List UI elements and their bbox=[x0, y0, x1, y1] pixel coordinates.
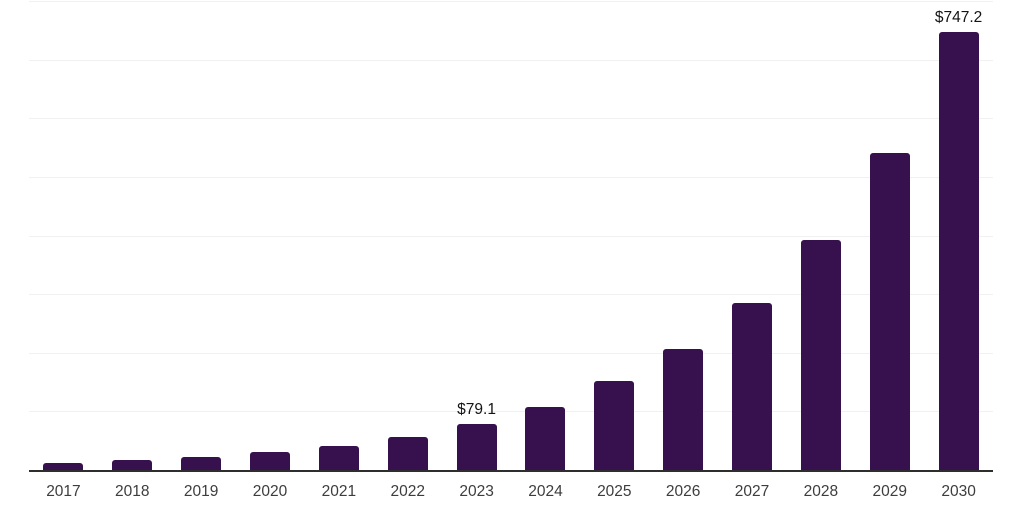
x-tick-label: 2030 bbox=[941, 483, 976, 500]
x-tick-label: 2029 bbox=[872, 483, 907, 500]
bar-slot bbox=[236, 1, 305, 470]
x-tick-label: 2018 bbox=[115, 483, 150, 500]
bars-row: $79.1 $747.2 bbox=[29, 1, 993, 470]
bar bbox=[181, 457, 222, 470]
gridline bbox=[29, 118, 993, 120]
gridline bbox=[29, 235, 993, 237]
x-tick-label: 2020 bbox=[252, 483, 288, 500]
bar-slot bbox=[855, 1, 924, 470]
bar bbox=[732, 303, 773, 470]
bar-slot: $747.2 bbox=[924, 1, 993, 470]
x-tick-label: 2017 bbox=[46, 483, 81, 500]
x-tick-label: 2022 bbox=[390, 483, 425, 500]
gridline bbox=[29, 352, 993, 354]
x-tick-label: 2027 bbox=[734, 483, 770, 500]
bar-slot bbox=[167, 1, 236, 470]
bar bbox=[525, 406, 566, 470]
x-tick-label: 2026 bbox=[665, 483, 701, 500]
x-tick-label: 2021 bbox=[321, 483, 357, 500]
bar-slot bbox=[98, 1, 167, 470]
bar bbox=[250, 451, 290, 470]
bar bbox=[43, 462, 84, 470]
gridline bbox=[29, 176, 993, 178]
gridline bbox=[29, 59, 993, 61]
gridline bbox=[29, 294, 993, 296]
plot-area: $79.1 $747.2 bbox=[29, 1, 993, 472]
bar-slot bbox=[373, 1, 442, 470]
bar-slot bbox=[511, 1, 580, 470]
gridline bbox=[29, 1, 993, 2]
bar bbox=[112, 460, 153, 470]
x-tick-label: 2023 bbox=[459, 483, 494, 500]
bar-slot bbox=[786, 1, 855, 470]
bar-slot bbox=[718, 1, 787, 470]
bar bbox=[869, 152, 910, 470]
bar-slot bbox=[580, 1, 649, 470]
bar-slot bbox=[304, 1, 373, 470]
bar-value-label: $79.1 bbox=[457, 401, 496, 419]
bar-slot: $79.1 bbox=[442, 1, 511, 470]
x-axis-labels: 2017 2018 2019 2020 2021 2022 2023 2024 2025 2026… bbox=[29, 481, 993, 503]
x-tick-label: 2028 bbox=[803, 483, 839, 500]
bar bbox=[594, 381, 635, 470]
x-tick-label: 2019 bbox=[183, 483, 219, 500]
gridline bbox=[29, 411, 993, 413]
bar bbox=[387, 436, 428, 470]
bar bbox=[456, 423, 497, 470]
bar-slot bbox=[29, 1, 98, 470]
bar-value-label: $747.2 bbox=[934, 9, 983, 27]
bar bbox=[318, 445, 359, 470]
bar bbox=[800, 239, 841, 470]
bar bbox=[663, 348, 704, 470]
x-tick-label: 2024 bbox=[528, 483, 563, 500]
x-axis-line bbox=[29, 470, 993, 472]
bar bbox=[938, 31, 979, 470]
bar-slot bbox=[649, 1, 718, 470]
x-tick-label: 2025 bbox=[597, 483, 632, 500]
